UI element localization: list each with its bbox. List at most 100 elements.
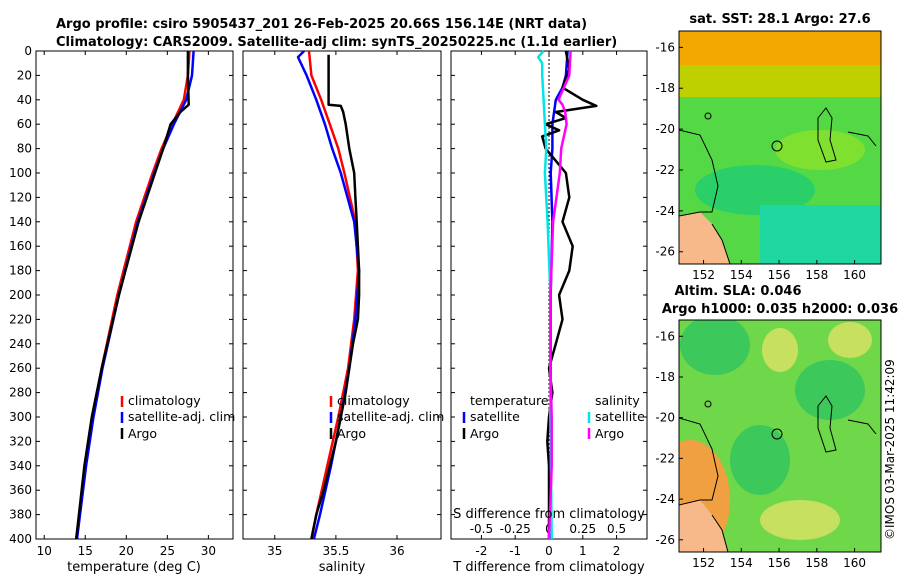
x-tick-label: -1 xyxy=(509,544,521,558)
salinity-xlabel: salinity xyxy=(319,560,366,575)
legend-climatology-label: climatology xyxy=(337,393,410,408)
y-tick-label: 20 xyxy=(17,68,32,82)
top-x-tick-label: -0.25 xyxy=(500,522,531,536)
salinity-difference-legend: salinity satellite Argo xyxy=(587,393,645,441)
x-tick-label: 25 xyxy=(160,544,175,558)
y-tick-label: 260 xyxy=(9,361,32,375)
top-x-tick-label: 0.5 xyxy=(607,522,626,536)
map-x-tick-label: 158 xyxy=(805,556,828,570)
y-tick-label: 220 xyxy=(9,312,32,326)
legend-s-argo-label: Argo xyxy=(595,426,624,441)
map-y-tick-label: -22 xyxy=(655,163,675,177)
sla-reef-4 xyxy=(847,419,877,435)
sla-high-3 xyxy=(760,500,840,540)
x-tick-label: 35.5 xyxy=(323,544,350,558)
salinity-panel: 35 35.5 36 salinity climatology satellite-… xyxy=(242,50,444,575)
y-tick-label: 160 xyxy=(9,239,32,253)
salinity-x-ticks: 35 35.5 36 xyxy=(267,51,405,558)
y-tick-label: 80 xyxy=(17,142,32,156)
legend-argo-label: Argo xyxy=(337,426,366,441)
sst-map-title: sat. SST: 28.1 Argo: 27.6 xyxy=(689,12,870,27)
temperature-series xyxy=(74,50,195,540)
map-y-tick-label: -26 xyxy=(655,245,675,259)
map-x-tick-label: 152 xyxy=(692,556,715,570)
salinity-axes-box xyxy=(242,50,442,540)
map-y-tick-label: -24 xyxy=(655,204,675,218)
sst-cool-south xyxy=(760,205,881,264)
sla-low-3 xyxy=(730,425,790,495)
x-tick-label: 30 xyxy=(201,544,216,558)
salinity-legend: climatology satellite-adj. clim Argo xyxy=(329,393,444,441)
sla-map-frame xyxy=(678,319,882,553)
legend-salinity-title: salinity xyxy=(595,393,640,408)
x-tick-label: 10 xyxy=(37,544,52,558)
x-tick-label: 36 xyxy=(389,544,404,558)
map-y-tick-label: -26 xyxy=(655,533,675,547)
y-tick-label: 340 xyxy=(9,459,32,473)
difference-series xyxy=(536,50,598,540)
sst-map-field xyxy=(679,31,881,264)
map-y-tick-label: -20 xyxy=(655,122,675,136)
sst-warm-north-band xyxy=(679,31,881,65)
legend-s-satellite-label: satellite xyxy=(595,409,645,424)
map-x-tick-label: 154 xyxy=(730,556,753,570)
legend-satellite-label: satellite-adj. clim xyxy=(337,409,444,424)
sst-reef-1 xyxy=(817,107,837,163)
legend-argo-label: Argo xyxy=(128,426,157,441)
y-tick-label: 200 xyxy=(9,288,32,302)
sla-high-1 xyxy=(762,328,798,372)
y-tick-label: 400 xyxy=(9,532,32,546)
copyright-stamp: ©IMOS 03-Mar-2025 11:42:09 xyxy=(883,359,897,540)
y-tick-label: 380 xyxy=(9,508,32,522)
sst-reef-4 xyxy=(847,131,877,147)
x-tick-label: 20 xyxy=(119,544,134,558)
sla-land xyxy=(679,500,728,552)
sla-reef-2 xyxy=(771,428,783,440)
series-line-argo xyxy=(310,54,361,540)
title-line-2: Climatology: CARS2009. Satellite-adj cli… xyxy=(56,35,617,50)
temperature-difference-legend: temperature satellite Argo xyxy=(462,393,549,441)
map-y-tick-label: -22 xyxy=(655,451,675,465)
map-x-tick-label: 158 xyxy=(805,268,828,282)
sst-warm-patch xyxy=(775,130,865,170)
y-tick-label: 300 xyxy=(9,410,32,424)
y-tick-label: 120 xyxy=(9,190,32,204)
map-y-tick-label: -24 xyxy=(655,492,675,506)
y-tick-label: 320 xyxy=(9,434,32,448)
map-x-tick-label: 152 xyxy=(692,268,715,282)
x-tick-label: 1 xyxy=(579,544,587,558)
legend-satellite-label: satellite-adj. clim xyxy=(128,409,235,424)
temperature-xlabel: temperature (deg C) xyxy=(67,560,201,575)
map-x-tick-label: 160 xyxy=(843,556,866,570)
sla-reef-1 xyxy=(817,395,837,453)
map-y-tick-label: -18 xyxy=(655,370,675,384)
sst-reef-3 xyxy=(704,112,712,120)
x-tick-label: -2 xyxy=(475,544,487,558)
legend-t-satellite-label: satellite xyxy=(470,409,520,424)
legend-climatology-label: climatology xyxy=(128,393,201,408)
y-tick-label: 100 xyxy=(9,166,32,180)
map-x-tick-label: 154 xyxy=(730,268,753,282)
sst-map-ticks: 152 154 156 158 160 -16 -18 -20 -22 -24 -26 xyxy=(655,40,866,282)
temperature-y-ticks: 0 20 40 60 80 100 120 140 160 180 200 220 240 260 280 3… xyxy=(9,44,233,546)
temperature-panel: 0 20 40 60 80 100 120 140 160 180 200 220 240 260 280 3… xyxy=(9,44,235,575)
y-tick-label: 240 xyxy=(9,337,32,351)
sst-reef-2 xyxy=(771,140,783,152)
temperature-axes-box xyxy=(35,50,234,540)
salinity-series xyxy=(296,50,361,540)
x-tick-label: 35 xyxy=(267,544,282,558)
map-y-tick-label: -18 xyxy=(655,81,675,95)
sla-map-ticks: 152 154 156 158 160 -16 -18 -20 -22 -24 -26 xyxy=(655,329,866,570)
sla-high-2 xyxy=(828,322,872,358)
sla-map-panel: Altim. SLA: 0.046 Argo h1000: 0.035 h200… xyxy=(655,284,898,570)
sst-coast-south xyxy=(711,223,731,264)
sst-coastline xyxy=(679,129,719,217)
x-tick-label: 15 xyxy=(78,544,93,558)
sla-map-title-2: Argo h1000: 0.035 h2000: 0.036 xyxy=(662,302,898,317)
y-tick-label: 0 xyxy=(24,44,32,58)
map-y-tick-label: -16 xyxy=(655,40,675,54)
series-line-temperature-argo xyxy=(540,50,598,539)
map-x-tick-label: 156 xyxy=(768,268,791,282)
